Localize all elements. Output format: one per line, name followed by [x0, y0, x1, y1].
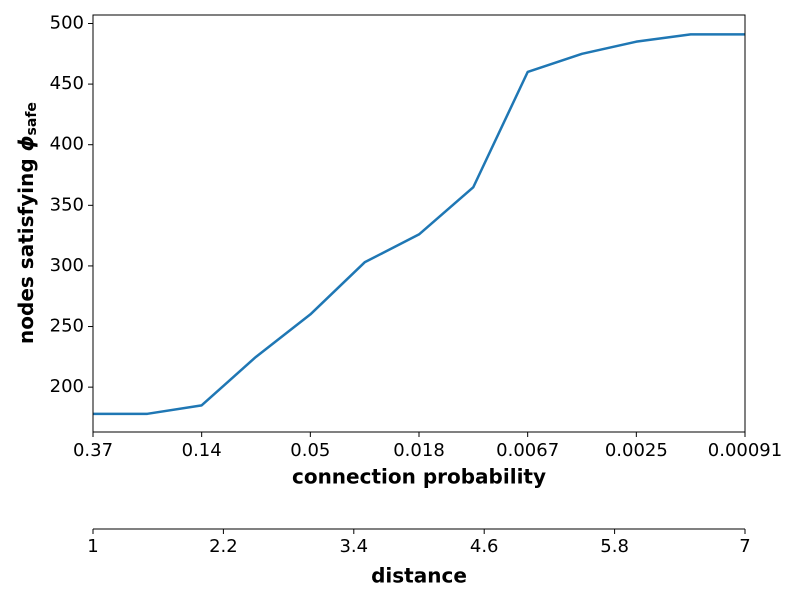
y-tick-label: 400: [50, 134, 84, 155]
x2-tick-label: 1: [87, 536, 98, 557]
y-tick-label: 200: [50, 376, 84, 397]
y-label-subscript: safe: [24, 102, 40, 135]
y-tick-label: 350: [50, 194, 84, 215]
y-tick-label: 500: [50, 12, 84, 33]
line-series: [93, 33, 745, 416]
x2-tick-label: 3.4: [339, 536, 368, 557]
x-tick-label: 0.05: [290, 440, 330, 461]
x2-tick-label: 4.6: [470, 536, 499, 557]
x-axis-label: connection probability: [292, 465, 546, 489]
y-label-text: nodes satisfying: [14, 151, 38, 344]
x-tick-label: 0.00091: [708, 440, 782, 461]
y-label-symbol: ϕ: [14, 135, 38, 151]
y-tick-label: 450: [50, 73, 84, 94]
y-tick-label: 250: [50, 316, 84, 337]
y-tick-label: 300: [50, 255, 84, 276]
y-axis-label: nodes satisfying ϕsafe: [14, 102, 41, 344]
x-tick-label: 0.37: [73, 440, 113, 461]
x2-tick-label: 2.2: [209, 536, 238, 557]
x-tick-label: 0.14: [182, 440, 222, 461]
x2-tick-label: 5.8: [600, 536, 629, 557]
x-tick-label: 0.0067: [496, 440, 559, 461]
x-tick-label: 0.018: [393, 440, 445, 461]
x-tick-label: 0.0025: [605, 440, 668, 461]
x2-tick-label: 7: [739, 536, 750, 557]
plot-frame: [92, 14, 746, 433]
x2-axis-label: distance: [371, 564, 467, 588]
